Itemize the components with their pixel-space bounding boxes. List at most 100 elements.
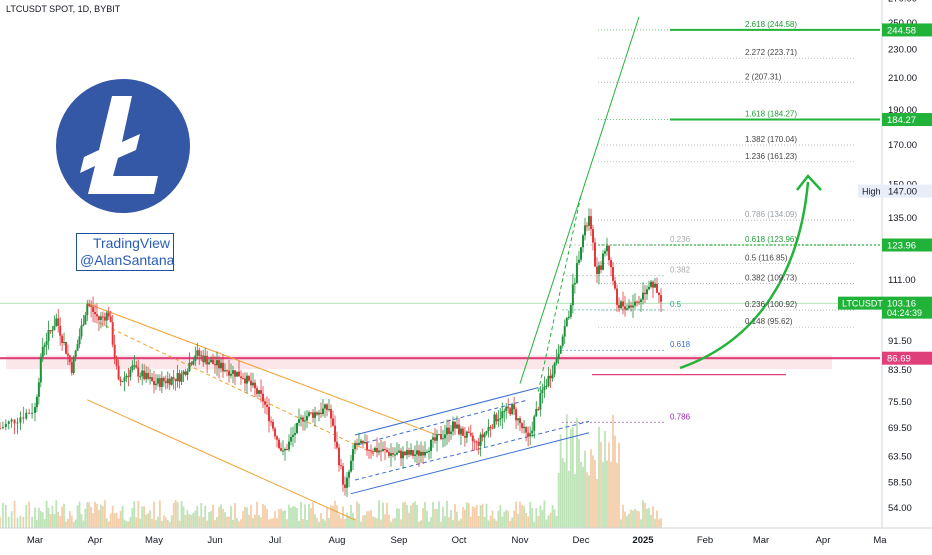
candle-body xyxy=(652,281,654,288)
candle-body xyxy=(531,430,534,434)
candle-body xyxy=(59,325,62,336)
volume-bar xyxy=(521,504,523,528)
candle-body xyxy=(561,336,564,346)
candle-body xyxy=(276,436,278,440)
volume-bar xyxy=(376,518,378,528)
candle-body xyxy=(614,280,616,289)
volume-bar xyxy=(164,517,167,528)
candle-body xyxy=(76,344,79,351)
candle-body xyxy=(164,381,167,384)
fib-label: 2.618 (244.58) xyxy=(745,20,797,29)
volume-bar xyxy=(322,518,324,528)
fib-label: 1.236 (161.23) xyxy=(745,152,797,161)
volume-bar xyxy=(477,516,480,528)
candle-body xyxy=(588,216,590,226)
breakout-trendline-inner xyxy=(537,195,582,392)
volume-bar xyxy=(312,502,314,528)
volume-bar xyxy=(141,506,144,528)
candle-body xyxy=(151,377,154,381)
fib-label: 0.236 (100.92) xyxy=(745,300,797,309)
candle-body xyxy=(346,477,348,488)
volume-bar xyxy=(310,508,312,528)
candle-body xyxy=(459,428,462,435)
volume-bar xyxy=(509,520,512,528)
candle-body xyxy=(543,386,546,390)
candle-body xyxy=(582,235,584,248)
volume-bar xyxy=(626,515,628,528)
volume-bar xyxy=(70,515,73,528)
volume-bar xyxy=(113,513,116,528)
volume-bar xyxy=(288,504,290,528)
volume-bar xyxy=(452,520,454,528)
candle-body xyxy=(188,362,191,372)
price-tag-bg xyxy=(882,113,932,127)
volume-bar xyxy=(473,507,476,528)
candle-body xyxy=(606,245,608,252)
candle-body xyxy=(204,355,207,363)
volume-bar xyxy=(430,517,432,528)
volume-bar xyxy=(290,507,292,528)
candle-body xyxy=(469,432,472,436)
candle-body xyxy=(344,484,346,488)
candle-body xyxy=(119,379,122,382)
y-tick-label: 210.00 xyxy=(888,73,917,84)
candle-body xyxy=(192,360,195,365)
volume-bar xyxy=(471,506,474,528)
volume-bar xyxy=(129,516,132,528)
candle-body xyxy=(382,448,384,452)
candle-body xyxy=(348,471,350,478)
volume-bar xyxy=(127,521,130,528)
volume-bar xyxy=(198,516,201,528)
volume-bar xyxy=(418,521,420,528)
volume-bar xyxy=(272,518,274,528)
volume-bar xyxy=(236,517,238,528)
candle-body xyxy=(234,370,236,377)
volume-bar xyxy=(7,516,10,528)
candle-body xyxy=(4,423,7,428)
volume-bar xyxy=(266,508,268,528)
volume-bar xyxy=(366,511,368,528)
candle-body xyxy=(402,451,404,459)
volume-bar xyxy=(438,501,440,528)
candle-body xyxy=(358,442,360,446)
candle-body xyxy=(497,419,500,422)
candle-body xyxy=(61,335,64,343)
volume-bar xyxy=(172,502,175,528)
candle-body xyxy=(622,301,624,307)
volume-bar xyxy=(527,516,530,528)
candle-body xyxy=(491,427,494,429)
candle-body xyxy=(334,425,336,442)
fib-label: 0.618 (123.96) xyxy=(745,235,797,244)
volume-bar xyxy=(382,502,384,528)
candle-body xyxy=(352,449,354,461)
candle-body xyxy=(442,438,444,440)
volume-bar xyxy=(517,513,519,528)
volume-bar xyxy=(448,517,450,528)
volume-bar xyxy=(364,515,366,528)
volume-bar xyxy=(284,510,286,528)
candle-body xyxy=(549,375,552,379)
candle-body xyxy=(318,412,320,415)
volume-bar xyxy=(485,503,488,528)
candle-body xyxy=(501,411,504,419)
fib-label: 0.148 (95.62) xyxy=(745,317,793,326)
y-tick-label: 135.00 xyxy=(888,213,917,224)
volume-bar xyxy=(454,504,456,528)
volume-bar xyxy=(596,478,598,528)
volume-bar xyxy=(444,516,446,528)
candle-body xyxy=(286,449,288,451)
price-tag: 184.27 xyxy=(887,115,916,126)
candle-body xyxy=(380,450,382,452)
volume-bar xyxy=(547,515,550,528)
volume-bar xyxy=(503,511,506,528)
candle-body xyxy=(519,418,521,424)
candle-body xyxy=(224,370,226,372)
candle-body xyxy=(626,308,628,310)
candle-body xyxy=(634,301,636,306)
candle-body xyxy=(310,412,312,414)
candle-body xyxy=(499,418,502,420)
volume-bar xyxy=(378,500,380,528)
volume-bar xyxy=(86,502,89,528)
candle-body xyxy=(84,315,87,325)
